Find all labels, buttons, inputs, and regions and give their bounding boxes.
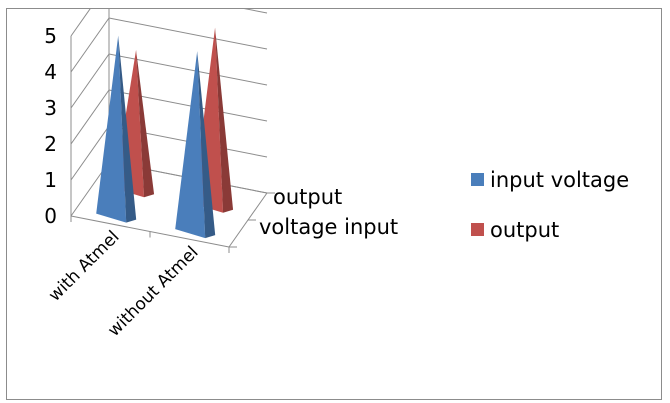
gridline-side bbox=[70, 9, 91, 37]
depth-label: output bbox=[273, 185, 342, 209]
legend-label: input voltage bbox=[490, 168, 629, 192]
depth-axis-labels: output voltage input bbox=[259, 185, 398, 239]
y-tick-label: 5 bbox=[44, 24, 57, 48]
y-tick-label: 2 bbox=[44, 132, 57, 156]
y-tick-label: 0 bbox=[44, 204, 57, 228]
legend-swatch bbox=[471, 223, 484, 236]
y-tick-label: 4 bbox=[44, 60, 57, 84]
y-axis-ticks: 0 1 2 3 4 5 bbox=[44, 24, 57, 228]
x-category-label: with Atmel bbox=[45, 227, 124, 306]
chart-pyramids bbox=[96, 27, 234, 239]
y-tick-label: 3 bbox=[44, 96, 57, 120]
depth-label: voltage input bbox=[259, 215, 398, 239]
legend-swatch bbox=[471, 173, 484, 186]
gridline-side bbox=[70, 89, 110, 145]
chart-frame: 0 1 2 3 4 5 with Atmel without Atmel output vol… bbox=[6, 8, 662, 400]
y-tick-label: 1 bbox=[44, 168, 57, 192]
chart-legend: input voltage output bbox=[471, 168, 629, 242]
gridline-back bbox=[108, 17, 268, 50]
legend-label: output bbox=[490, 218, 559, 242]
pyramid-input-1-face-right bbox=[197, 51, 216, 239]
gridline-side bbox=[70, 125, 110, 181]
chart-walls bbox=[70, 9, 275, 253]
x-category-label: without Atmel bbox=[104, 243, 202, 341]
pyramid-output-1-face-right bbox=[215, 27, 234, 213]
pyramid-input-1-face-left bbox=[175, 51, 206, 239]
pyramid-input-0-face-left bbox=[96, 35, 127, 223]
gridline-side bbox=[70, 53, 110, 109]
pyramid-input-0-face-right bbox=[118, 35, 137, 223]
pyramid-output-0-face-right bbox=[136, 49, 155, 198]
gridline-back bbox=[244, 9, 268, 14]
gridline-side bbox=[70, 17, 110, 73]
